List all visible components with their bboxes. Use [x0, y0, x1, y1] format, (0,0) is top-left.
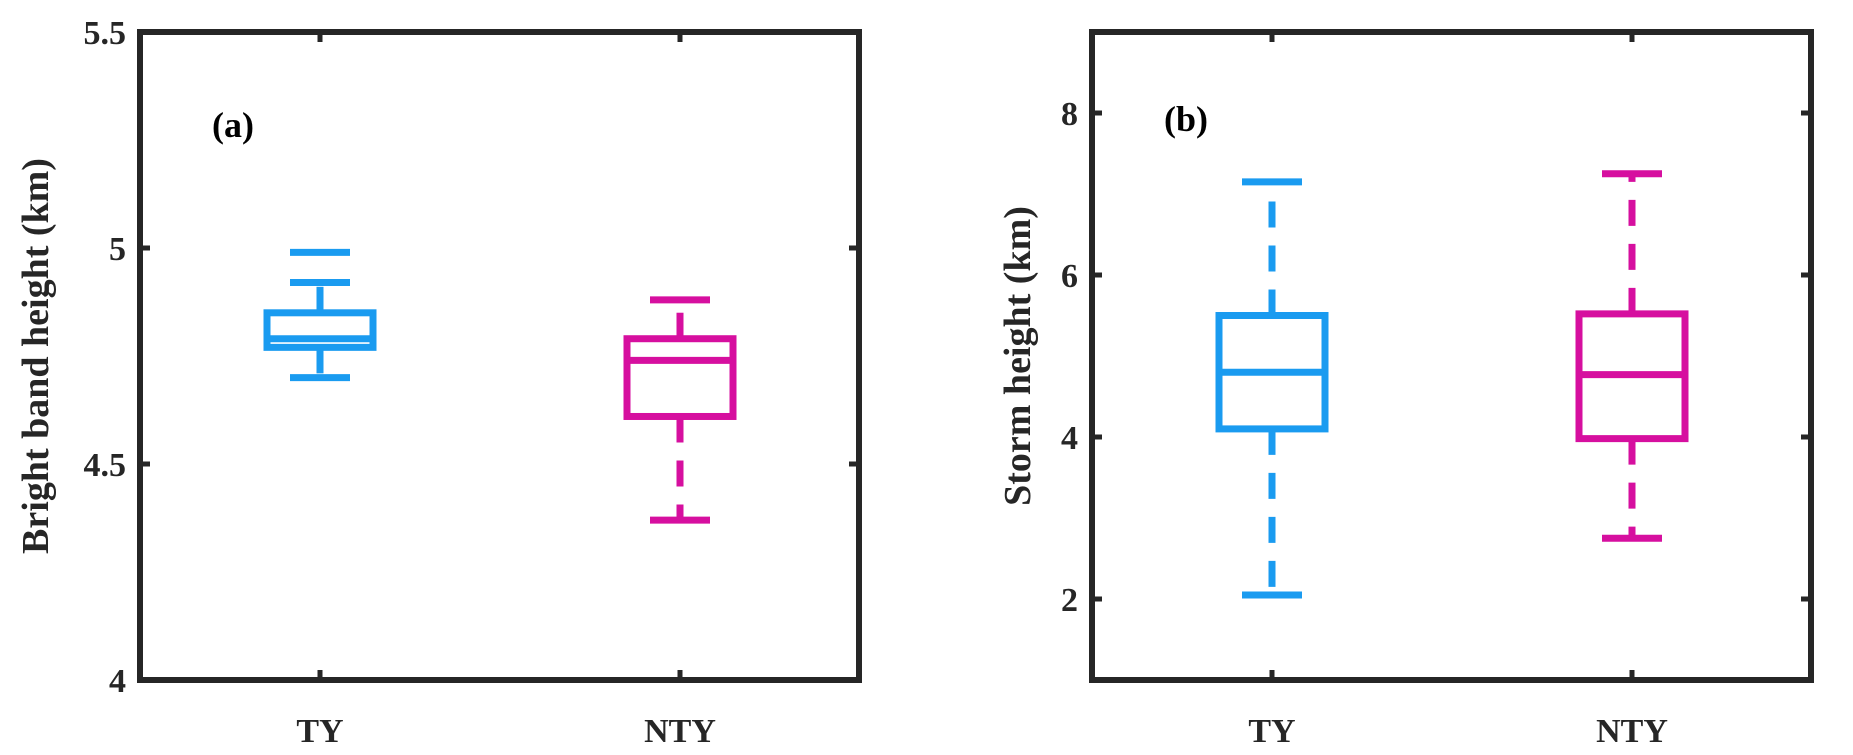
box-nty [623, 335, 737, 420]
panel-b: 2 4 6 8 TY NTY (b) Storm height (km) [997, 29, 1814, 750]
y-tick-label-b: 2 [1061, 582, 1078, 619]
x-tick-label-b: NTY [1596, 713, 1668, 750]
plot-area-b: 2 4 6 8 TY NTY [1061, 32, 1811, 750]
panel-a: 4 4.5 5 5.5 TY NTY (a) Bright band height (km… [15, 15, 862, 750]
y-tick-label-a: 4.5 [84, 447, 127, 484]
y-tick-label-a: 5.5 [84, 15, 127, 52]
panel-label-b: (b) [1164, 99, 1208, 139]
x-tick-label-a: NTY [644, 713, 716, 750]
y-tick-label-b: 6 [1061, 258, 1078, 295]
box-ty [263, 309, 377, 351]
axes-frame-b [1089, 29, 1814, 683]
y-tick-label-a: 4 [109, 663, 126, 700]
y-tick-label-b: 4 [1061, 420, 1078, 457]
panel-label-a: (a) [212, 105, 254, 145]
x-tick-label-a: TY [296, 713, 343, 750]
axes-frame-a [137, 29, 862, 683]
y-axis-label-b: Storm height (km) [997, 206, 1039, 506]
y-axis-label-a: Bright band height (km) [15, 158, 57, 554]
y-tick-label-a: 5 [109, 231, 126, 268]
y-tick-label-b: 8 [1061, 96, 1078, 133]
plot-area-a: 4 4.5 5 5.5 TY NTY [84, 15, 859, 750]
x-tick-label-b: TY [1248, 713, 1295, 750]
